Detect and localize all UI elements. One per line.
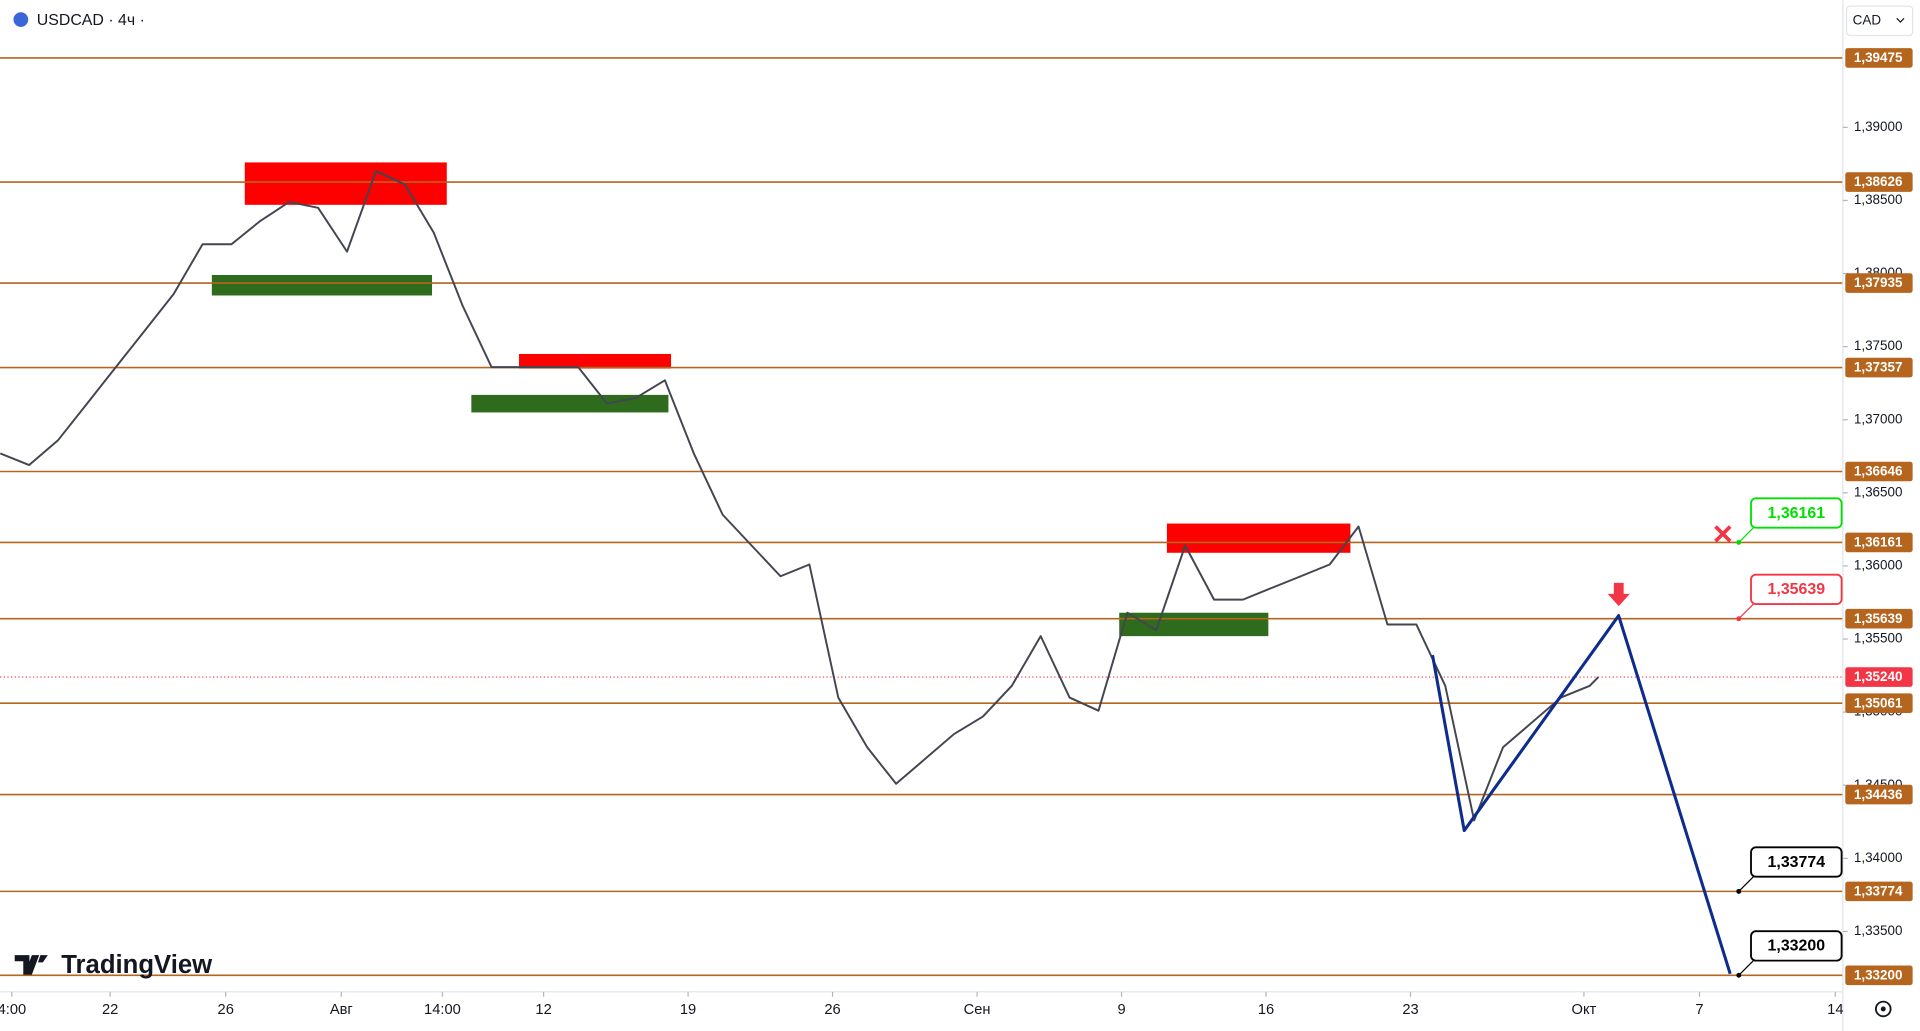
- x-tick-label: 7: [1695, 1002, 1703, 1018]
- zone: [1119, 612, 1269, 637]
- price-line: [0, 170, 1600, 822]
- x-tick-label: Сен: [964, 1002, 991, 1018]
- x-tick-label: 9: [1117, 1002, 1125, 1018]
- zone: [471, 394, 669, 413]
- symbol[interactable]: USDCAD · 4ч ·: [37, 12, 145, 29]
- x-tick-label: 23: [1402, 1002, 1418, 1018]
- level-tag: [1845, 881, 1913, 902]
- y-tick-label: 1,33500: [1854, 923, 1903, 938]
- y-tick-label: 1,36500: [1854, 484, 1903, 499]
- flag-icon: [13, 12, 29, 27]
- level-tag-label: 1,34436: [1854, 787, 1903, 802]
- level-tag: [1845, 273, 1913, 293]
- zone: [1166, 523, 1351, 553]
- currency[interactable]: CAD: [1853, 12, 1882, 27]
- settings-icon[interactable]: [1874, 1000, 1892, 1018]
- x-tick-label: 16: [1258, 1002, 1274, 1018]
- annotation-leader: [1738, 876, 1754, 892]
- y-tick-label: 1,36000: [1854, 558, 1903, 573]
- x-tick-label: 4:00: [0, 1002, 26, 1018]
- level-tag: [1845, 784, 1913, 805]
- last-price-label: 1,35240: [1854, 669, 1903, 684]
- chevron: [1896, 17, 1905, 23]
- zone: [244, 162, 447, 205]
- annotation-leader: [1738, 527, 1754, 543]
- cross-mark: [1714, 525, 1732, 543]
- annotation-label: 1,33774: [1768, 854, 1826, 871]
- annotation-box: [1750, 497, 1843, 529]
- projection-line: [1431, 614, 1732, 975]
- x-tick-label: Авг: [330, 1002, 353, 1018]
- level-tag-label: 1,37935: [1854, 275, 1903, 290]
- logo: TradingView: [14, 951, 213, 979]
- level-tag-label: 1,39475: [1854, 50, 1903, 65]
- y-tick-label: 1,37500: [1854, 338, 1903, 353]
- level-tag-label: 1,33774: [1854, 884, 1903, 899]
- x-tick-label: 14:00: [424, 1002, 461, 1018]
- level-tag: [1845, 172, 1913, 192]
- y-tick-label: 1,39000: [1854, 119, 1903, 134]
- x-tick-label: 12: [535, 1002, 551, 1018]
- x-tick-label: 19: [680, 1002, 696, 1018]
- logo-text: TradingView: [61, 951, 213, 979]
- x-tick-label: 22: [102, 1002, 118, 1018]
- annotation-label: 1,36161: [1768, 505, 1826, 522]
- x-tick-label: Окт: [1572, 1002, 1597, 1018]
- level-tag: [1845, 608, 1913, 629]
- level-tag: [1845, 965, 1913, 986]
- annotation-leader: [1738, 603, 1754, 620]
- level-tag-label: 1,38626: [1854, 174, 1903, 189]
- y-tick-label: 1,34000: [1854, 850, 1903, 865]
- x-tick-label: 14: [1827, 1002, 1843, 1018]
- annotation-leader: [1738, 960, 1754, 976]
- level-tag-label: 1,35061: [1854, 695, 1903, 710]
- arrow-down: [1607, 582, 1630, 607]
- last-price-tag: [1845, 667, 1913, 687]
- level-tag-label: 1,36646: [1854, 464, 1903, 479]
- level-tag: [1845, 357, 1913, 378]
- annotation-label: 1,35639: [1768, 581, 1826, 598]
- annotation-box: [1750, 846, 1843, 878]
- level-tag-label: 1,33200: [1854, 967, 1903, 982]
- level-tag-label: 1,35639: [1854, 611, 1903, 626]
- annotation-box: [1750, 573, 1843, 605]
- x-tick-label: 26: [824, 1002, 840, 1018]
- level-tag-label: 1,36161: [1854, 535, 1903, 550]
- level-tag: [1845, 693, 1913, 714]
- zone: [211, 275, 433, 296]
- plot: [0, 57, 1843, 977]
- zone: [519, 353, 672, 369]
- gear[interactable]: [1874, 1000, 1892, 1018]
- x-tick-label: 26: [218, 1002, 234, 1018]
- gear-center[interactable]: [1880, 1006, 1886, 1012]
- annotation-label: 1,33200: [1768, 938, 1826, 955]
- y-tick-label: 1,37000: [1854, 411, 1903, 426]
- y-tick-label: 1,35500: [1854, 631, 1903, 646]
- currency-button[interactable]: [1845, 5, 1914, 37]
- level-tag: [1845, 48, 1913, 68]
- level-tag: [1845, 532, 1913, 553]
- logo-mark: [14, 955, 48, 975]
- level-tag-label: 1,37357: [1854, 360, 1903, 375]
- annotation-box: [1750, 930, 1843, 962]
- y-tick-label: 1,38500: [1854, 192, 1903, 207]
- level-tag: [1845, 461, 1913, 482]
